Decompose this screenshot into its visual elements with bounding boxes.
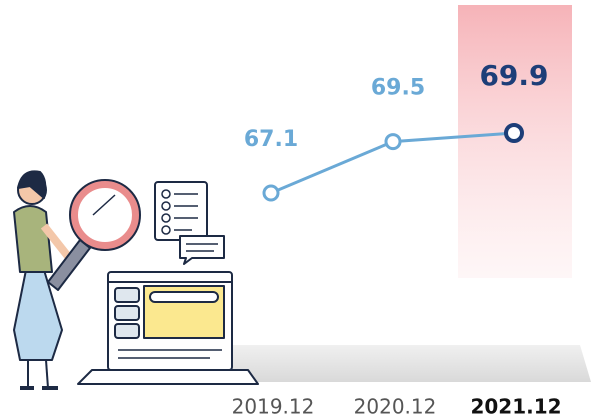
illustration: [13, 170, 259, 390]
point-marker: [504, 123, 524, 143]
x-tick-label: 2020.12: [354, 395, 437, 419]
value-label: 69.9: [479, 59, 548, 92]
x-tick-label: 2021.12: [470, 395, 561, 419]
value-label: 69.5: [371, 76, 425, 101]
floor-bar: [232, 345, 591, 382]
x-tick-label: 2019.12: [232, 395, 315, 419]
value-label: 67.1: [244, 127, 298, 152]
point-marker: [262, 184, 280, 202]
point-marker: [384, 133, 402, 151]
